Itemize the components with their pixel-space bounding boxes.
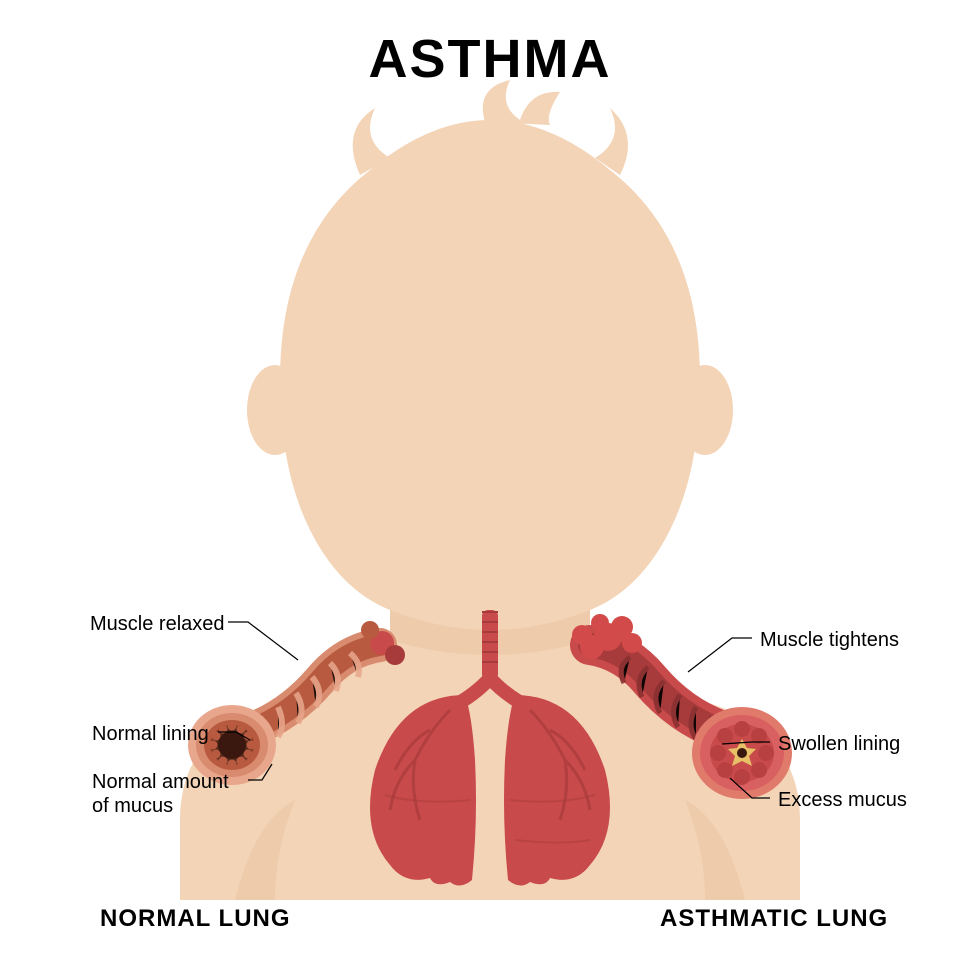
subtitle-asthmatic: ASTHMATIC LUNG [660, 905, 888, 933]
label-excess-mucus: Excess mucus [778, 788, 907, 812]
label-swollen-lining: Swollen lining [778, 732, 900, 756]
label-muscle-tightens: Muscle tightens [760, 628, 899, 652]
subtitle-normal: NORMAL LUNG [100, 905, 291, 933]
label-normal-lining: Normal lining [92, 722, 209, 746]
label-normal-mucus: Normal amount of mucus [92, 770, 229, 818]
label-muscle-relaxed: Muscle relaxed [90, 612, 225, 636]
